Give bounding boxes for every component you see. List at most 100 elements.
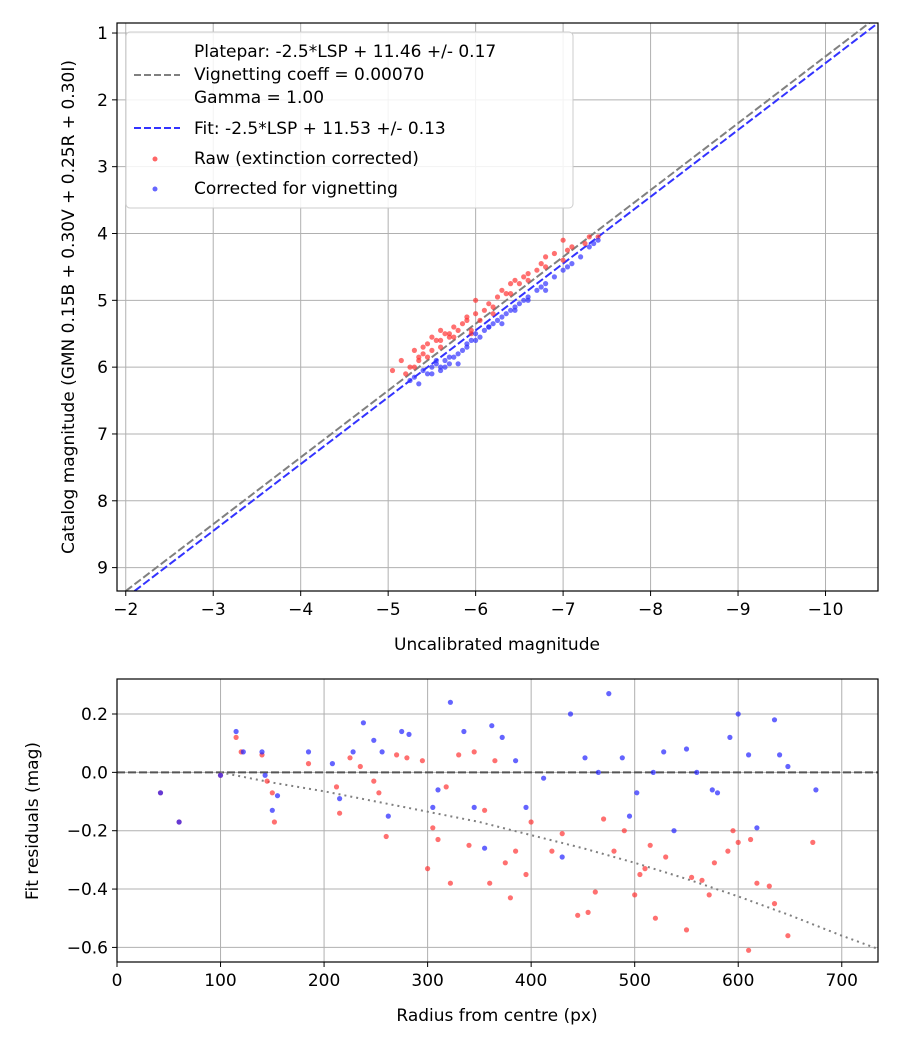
residuals-raw-residuals-point — [725, 848, 731, 854]
residuals-raw-residuals-point — [430, 825, 436, 831]
residuals-ytick-label: 0.0 — [81, 763, 108, 783]
legend-platepar-label: Platepar: -2.5*LSP + 11.46 +/- 0.17 — [194, 42, 496, 62]
residuals-raw-residuals-point — [507, 895, 513, 901]
calibration-corrected-for-vignetting-point — [468, 337, 474, 343]
residuals-raw-residuals-point — [549, 848, 555, 854]
residuals-corrected-residuals-point — [157, 790, 164, 796]
calibration-corrected-for-vignetting-point — [538, 284, 544, 290]
calibration-raw-extinction-corrected-point — [429, 347, 435, 353]
residuals-raw-residuals-point — [419, 758, 425, 764]
residuals-corrected-residuals-point — [350, 749, 356, 755]
calibration-xtick-label: −2 — [113, 600, 138, 620]
residuals-xlabel: Radius from centre (px) — [396, 1006, 597, 1026]
residuals-xtick-label: 500 — [618, 971, 650, 991]
calibration-xtick-label: −7 — [551, 600, 576, 620]
calibration-corrected-for-vignetting-point — [578, 254, 584, 260]
calibration-raw-extinction-corrected-point — [560, 237, 566, 243]
residuals-raw-residuals-point — [443, 784, 449, 790]
calibration-raw-extinction-corrected-point — [543, 264, 549, 270]
calibration-raw-extinction-corrected-point — [560, 257, 566, 263]
calibration-ytick-label: 7 — [97, 425, 108, 445]
residuals-corrected-residuals-point — [406, 731, 412, 738]
residuals-raw-residuals-point — [785, 933, 791, 939]
calibration-ytick-label: 2 — [97, 91, 108, 111]
calibration-raw-extinction-corrected-point — [564, 247, 571, 253]
calibration-raw-extinction-corrected-point — [411, 347, 417, 353]
calibration-corrected-for-vignetting-point — [407, 377, 413, 384]
residuals-raw-residuals-point — [575, 912, 581, 918]
calibration-ytick-label: 4 — [97, 224, 108, 244]
residuals-raw-residuals-point — [632, 892, 638, 898]
calibration-corrected-for-vignetting-point — [433, 357, 439, 364]
calibration-raw-extinction-corrected-point — [582, 240, 588, 247]
residuals-raw-residuals-point — [642, 866, 648, 872]
calibration-raw-extinction-corrected-point — [451, 334, 457, 340]
residuals-raw-residuals-point — [394, 752, 400, 758]
calibration-corrected-for-vignetting-point — [525, 297, 531, 303]
residuals-corrected-residuals-point — [329, 761, 335, 767]
legend-corrected-marker — [152, 186, 158, 192]
calibration-raw-extinction-corrected-point — [534, 267, 540, 273]
calibration-raw-extinction-corrected-point — [516, 281, 523, 287]
residuals-raw-residuals-point — [523, 871, 529, 878]
residuals-raw-residuals-point — [706, 892, 712, 898]
legend-corrected-label: Corrected for vignetting — [194, 179, 398, 199]
calibration-axes-frame — [116, 22, 879, 592]
legend-vignetting-label: Vignetting coeff = 0.00070 — [194, 65, 424, 85]
residuals-raw-residuals-point — [689, 874, 695, 881]
residuals-lines — [117, 771, 878, 950]
residuals-raw-residuals-point — [730, 828, 736, 834]
residuals-raw-residuals-point — [621, 828, 627, 834]
calibration-raw-extinction-corrected-point — [543, 254, 549, 260]
calibration-raw-extinction-corrected-point — [551, 250, 558, 257]
calibration-raw-extinction-corrected-point — [451, 324, 457, 330]
residuals-corrected-residuals-point — [813, 787, 819, 793]
residuals-corrected-residuals-point — [523, 804, 529, 811]
calibration-lines — [124, 23, 878, 591]
residuals-raw-residuals-point — [337, 810, 343, 816]
residuals-corrected-residuals-point — [461, 728, 467, 735]
residuals-corrected-residuals-point — [217, 772, 224, 778]
calibration-corrected-for-vignetting-point — [477, 334, 483, 340]
calibration-raw-extinction-corrected-point — [525, 277, 531, 283]
residuals-raw-residuals-point — [466, 842, 472, 848]
calibration-raw-extinction-corrected-point — [424, 341, 431, 347]
residuals-corrected-residuals-point — [360, 720, 366, 726]
residuals-ylabel: Fit residuals (mag) — [23, 742, 43, 900]
residuals-raw-residuals-point — [754, 880, 760, 886]
residuals-corrected-residuals-point — [233, 728, 239, 735]
residuals-raw-residuals-point — [711, 860, 718, 866]
residuals-corrected-residuals-point — [379, 749, 385, 755]
legend-gamma-label: Gamma = 1.00 — [194, 88, 324, 108]
residuals-raw-residuals-point — [528, 819, 534, 825]
residuals-raw-residuals-point — [435, 836, 441, 843]
residuals-corrected-residuals-point — [709, 787, 715, 793]
calibration-corrected-for-vignetting-point — [586, 244, 592, 250]
calibration-xlabel: Uncalibrated magnitude — [394, 635, 600, 655]
residuals-xtick-label: 700 — [826, 971, 858, 991]
residuals-raw-residuals-point — [585, 909, 591, 916]
calibration-corrected-for-vignetting-point — [429, 364, 435, 370]
residuals-corrected-residuals-point — [274, 793, 281, 799]
residuals-corrected-residuals-point — [489, 723, 495, 729]
calibration-corrected-for-vignetting-point — [564, 264, 571, 270]
calibration-raw-extinction-corrected-point — [459, 321, 466, 327]
calibration-raw-extinction-corrected-point — [433, 337, 439, 343]
calibration-corrected-for-vignetting-point — [516, 301, 523, 307]
residuals-corrected-residuals-point — [582, 755, 588, 761]
calibration-raw-extinction-corrected-point — [420, 351, 426, 357]
calibration-corrected-for-vignetting-point — [442, 364, 448, 370]
residuals-corrected-residuals-point — [430, 804, 436, 811]
calibration-raw-extinction-corrected-point — [512, 277, 518, 283]
residuals-ytick-label: −0.4 — [67, 880, 108, 900]
calibration-raw-extinction-corrected-point — [490, 311, 496, 317]
calibration-xtick-label: −9 — [726, 600, 751, 620]
residuals-corrected-residuals-point — [754, 825, 760, 831]
calibration-ytick-label: 8 — [97, 492, 108, 512]
residuals-corrected-residuals-point — [305, 749, 312, 755]
residuals-raw-residuals-point — [766, 883, 772, 889]
calibration-raw-extinction-corrected-point — [442, 331, 448, 337]
residuals-points — [157, 691, 819, 953]
calibration-corrected-for-vignetting-point — [455, 361, 461, 367]
calibration-corrected-for-vignetting-point — [424, 371, 431, 377]
